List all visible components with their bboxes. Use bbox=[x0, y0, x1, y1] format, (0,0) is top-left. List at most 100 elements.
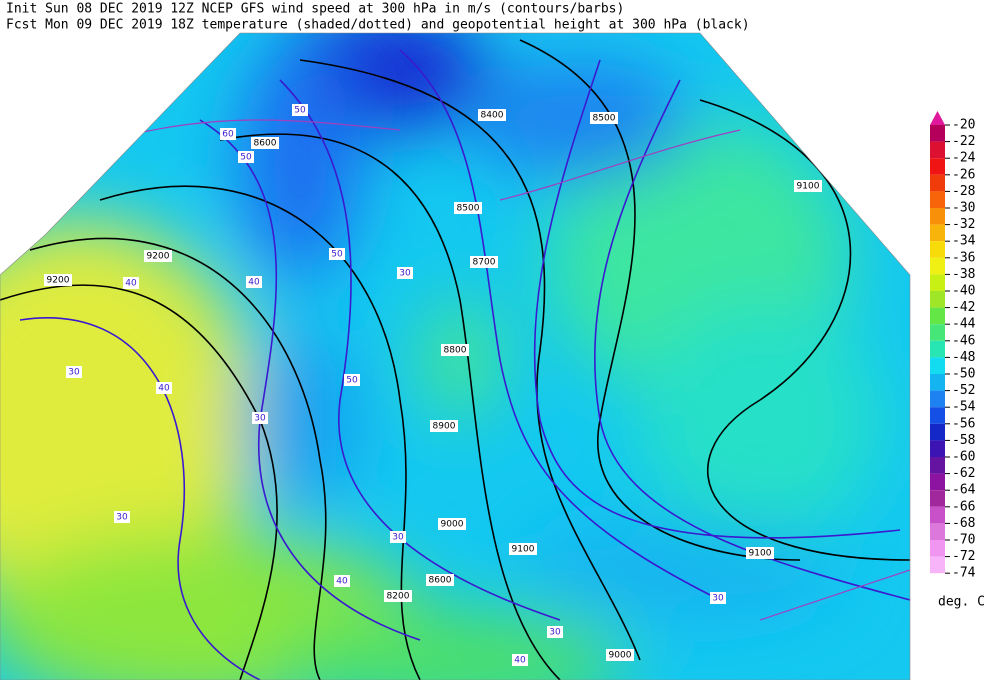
height-label-bg bbox=[470, 256, 498, 268]
wind-label-bg bbox=[292, 104, 308, 116]
height-label: 9000 bbox=[609, 651, 632, 661]
height-label: 8700 bbox=[473, 258, 496, 268]
height-label: 8500 bbox=[457, 204, 480, 214]
height-label: 8600 bbox=[254, 139, 277, 149]
colorbar-arrow bbox=[930, 111, 945, 125]
colorbar-label: -22 bbox=[952, 134, 975, 149]
wind-label-bg bbox=[156, 382, 172, 394]
colorbar-label: -34 bbox=[952, 234, 976, 249]
height-label: 9200 bbox=[147, 252, 170, 262]
colorbar-label: -36 bbox=[952, 250, 975, 265]
colorbar-swatch bbox=[930, 257, 945, 275]
colorbar-swatch bbox=[930, 307, 945, 325]
colorbar-label: -42 bbox=[952, 300, 975, 315]
colorbar-swatch bbox=[930, 208, 945, 225]
wind-label: 30 bbox=[392, 533, 404, 543]
colorbar-label: -48 bbox=[952, 350, 975, 365]
wind-label: 40 bbox=[125, 279, 137, 289]
colorbar-swatch bbox=[930, 340, 945, 358]
height-label-bg bbox=[794, 180, 822, 192]
wind-label-bg bbox=[334, 575, 350, 587]
colorbar-swatch bbox=[930, 374, 945, 391]
colorbar-label: -74 bbox=[952, 566, 976, 581]
height-label-bg bbox=[590, 112, 618, 124]
height-label: 8900 bbox=[433, 422, 456, 432]
wind-label-bg bbox=[710, 592, 726, 604]
wind-label-bg bbox=[397, 267, 413, 279]
wind-label: 50 bbox=[240, 153, 252, 163]
colorbar-swatch bbox=[930, 540, 945, 557]
height-label-bg bbox=[441, 344, 469, 356]
height-label-bg bbox=[426, 574, 454, 586]
height-label: 9100 bbox=[749, 549, 772, 559]
height-label-bg bbox=[509, 543, 537, 555]
wind-label-bg bbox=[114, 511, 130, 523]
colorbar-swatch bbox=[930, 357, 945, 374]
colorbar-label: -50 bbox=[952, 367, 975, 382]
wind-label-bg bbox=[547, 626, 563, 638]
colorbar-swatch bbox=[930, 125, 945, 142]
height-label: 8500 bbox=[593, 114, 616, 124]
colorbar-swatch bbox=[930, 506, 945, 524]
wind-label-bg bbox=[390, 531, 406, 543]
height-label: 9000 bbox=[441, 520, 464, 530]
height-label-bg bbox=[430, 420, 458, 432]
wind-label: 30 bbox=[254, 414, 266, 424]
wind-label-bg bbox=[344, 374, 360, 386]
height-label: 8800 bbox=[444, 346, 467, 356]
colorbar-label: -68 bbox=[952, 516, 975, 531]
wind-label-bg bbox=[246, 276, 262, 288]
colorbar-swatch bbox=[930, 158, 945, 175]
wind-label: 50 bbox=[346, 376, 358, 386]
colorbar-swatch bbox=[930, 490, 945, 507]
wind-label: 40 bbox=[158, 384, 170, 394]
wind-label-bg bbox=[123, 277, 139, 289]
height-label: 9100 bbox=[512, 545, 535, 555]
wind-label: 30 bbox=[712, 594, 724, 604]
colorbar-swatch bbox=[930, 473, 945, 491]
colorbar-swatch bbox=[930, 141, 945, 159]
wind-label: 40 bbox=[336, 577, 348, 587]
height-label-bg bbox=[438, 518, 466, 530]
colorbar-label: -26 bbox=[952, 167, 975, 182]
wind-label-bg bbox=[252, 412, 268, 424]
colorbar-label: -24 bbox=[952, 151, 976, 166]
colorbar-label: -32 bbox=[952, 217, 975, 232]
height-label-bg bbox=[144, 250, 172, 262]
wind-label: 40 bbox=[248, 278, 260, 288]
colorbar-label: -28 bbox=[952, 184, 975, 199]
colorbar-swatch bbox=[930, 291, 945, 308]
colorbar-swatch bbox=[930, 523, 945, 540]
wind-label: 30 bbox=[68, 368, 80, 378]
height-label-bg bbox=[384, 590, 412, 602]
colorbar-label: -40 bbox=[952, 284, 975, 299]
colorbar-swatch bbox=[930, 423, 945, 441]
colorbar-swatch bbox=[930, 440, 945, 457]
colorbar-label: -20 bbox=[952, 118, 975, 133]
colorbar-label: -72 bbox=[952, 549, 975, 564]
colorbar-swatch bbox=[930, 224, 945, 242]
colorbar-swatch bbox=[930, 407, 945, 424]
colorbar-label: -52 bbox=[952, 383, 975, 398]
header-line1: Init Sun 08 DEC 2019 12Z NCEP GFS wind s… bbox=[6, 2, 624, 17]
height-label: 8200 bbox=[387, 592, 410, 602]
wind-label: 30 bbox=[116, 513, 128, 523]
height-label-bg bbox=[454, 202, 482, 214]
wind-label-bg bbox=[220, 128, 236, 140]
wind-label: 30 bbox=[399, 269, 411, 279]
height-label: 8600 bbox=[429, 576, 452, 586]
colorbar-swatch bbox=[930, 324, 945, 341]
colorbar-label: -60 bbox=[952, 450, 975, 465]
wind-label: 60 bbox=[222, 130, 234, 140]
colorbar-label: -44 bbox=[952, 317, 976, 332]
wind-label: 50 bbox=[331, 250, 343, 260]
height-label-bg bbox=[251, 137, 279, 149]
wind-label-bg bbox=[66, 366, 82, 378]
colorbar-label: -38 bbox=[952, 267, 975, 282]
legend-unit: deg. C bbox=[938, 595, 985, 610]
colorbar-label: -62 bbox=[952, 466, 975, 481]
height-label-bg bbox=[478, 109, 506, 121]
height-label-bg bbox=[44, 274, 72, 286]
wind-label: 40 bbox=[514, 656, 526, 666]
